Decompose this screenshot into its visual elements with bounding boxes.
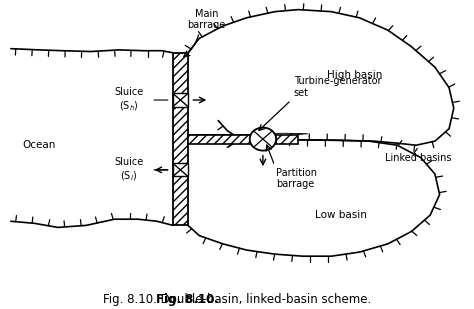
Text: Turbine-generator
set: Turbine-generator set bbox=[293, 76, 381, 98]
Text: High basin: High basin bbox=[327, 70, 383, 80]
Bar bbox=[276, 134, 298, 144]
Text: Fig. 8.10.: Fig. 8.10. bbox=[156, 293, 219, 306]
Circle shape bbox=[250, 128, 276, 150]
Text: Sluice
(S$_h$): Sluice (S$_h$) bbox=[114, 87, 143, 113]
Text: Linked basins: Linked basins bbox=[385, 153, 451, 163]
Text: Low basin: Low basin bbox=[315, 210, 366, 220]
Text: Ocean: Ocean bbox=[22, 140, 56, 150]
Bar bbox=[173, 53, 188, 225]
Text: Partition
barrage: Partition barrage bbox=[276, 168, 317, 189]
Bar bbox=[173, 163, 188, 176]
Text: Fig. 8.10. Double-basin, linked-basin scheme.: Fig. 8.10. Double-basin, linked-basin sc… bbox=[103, 293, 371, 306]
Bar bbox=[173, 93, 188, 107]
Text: Main
barrage: Main barrage bbox=[187, 9, 226, 30]
Bar bbox=[188, 134, 263, 144]
Text: Sluice
(S$_l$): Sluice (S$_l$) bbox=[114, 157, 143, 183]
